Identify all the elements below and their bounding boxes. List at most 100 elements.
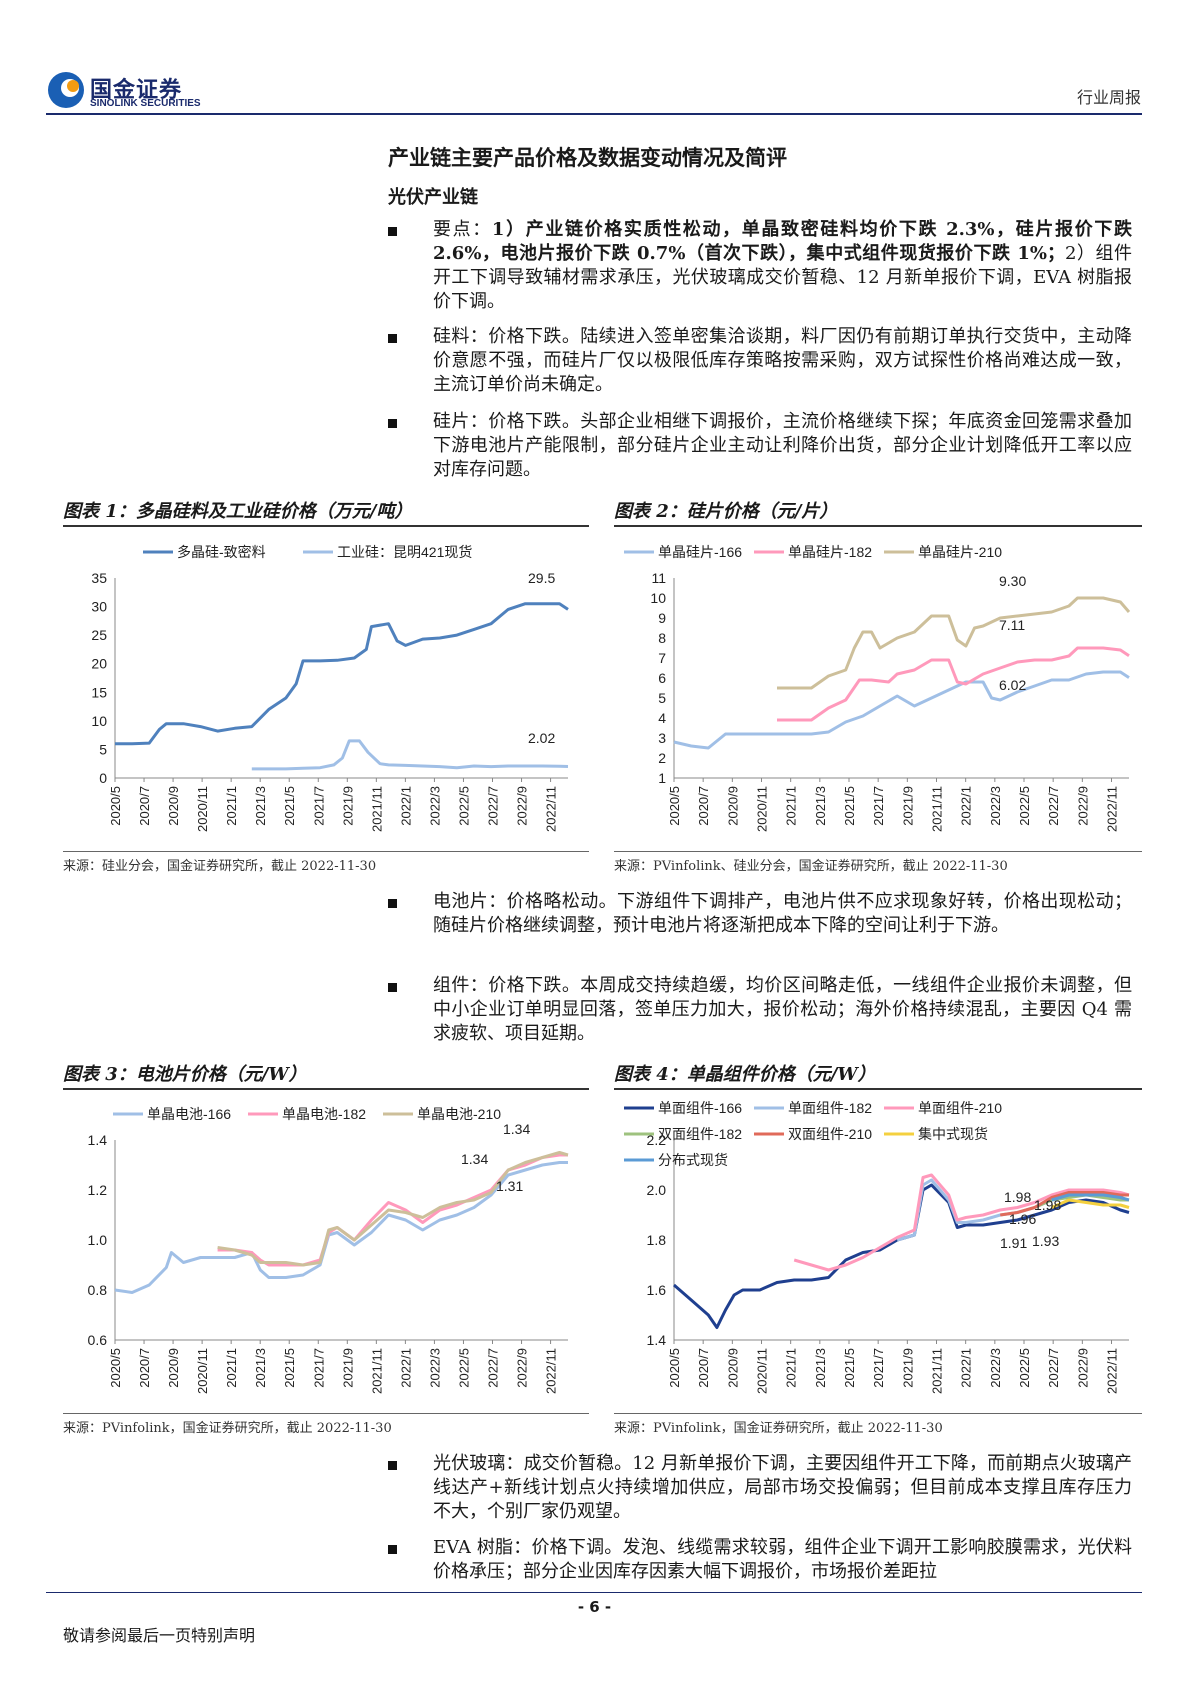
logo-text-en: SINOLINK SECURITIES — [90, 98, 201, 109]
x-tick-label: 2022/7 — [486, 786, 501, 826]
bullet-square-icon — [388, 899, 397, 908]
data-label: 1.34 — [503, 1121, 530, 1137]
footer-divider — [46, 1592, 1142, 1593]
figure-1-rule — [63, 525, 589, 527]
data-label: 1.96 — [1009, 1211, 1036, 1227]
legend-label: 多晶硅-致密料 — [177, 544, 266, 560]
x-tick-label: 2022/3 — [427, 1348, 442, 1388]
figure-1-foot-rule — [63, 851, 589, 852]
y-tick-label: 8 — [658, 630, 666, 646]
series-line — [1051, 1198, 1130, 1209]
bullet-text: EVA 树脂：价格下调。发泡、线缆需求较弱，组件企业下调开工影响胶膜需求，光伏料… — [433, 1537, 1132, 1582]
legend-label: 单面组件-182 — [788, 1100, 872, 1116]
x-tick-label: 2020/5 — [108, 786, 123, 826]
x-tick-label: 2022/11 — [1105, 1348, 1120, 1394]
x-tick-label: 2020/7 — [137, 1348, 152, 1388]
legend-label: 单晶硅片-210 — [918, 544, 1002, 560]
series-line — [777, 596, 1131, 690]
legend-label: 单晶电池-182 — [282, 1106, 366, 1122]
x-tick-label: 2020/9 — [166, 786, 181, 826]
bullet-bold-text: 1）产业链价格实质性松动，单晶致密硅料均价下跌 2.3%，硅片报价下跌 2.6%… — [433, 219, 1132, 264]
section-subtitle: 光伏产业链 — [388, 187, 478, 208]
figure-4-foot-rule — [614, 1413, 1142, 1414]
data-label: 9.30 — [999, 573, 1026, 589]
series-line — [1051, 1193, 1130, 1202]
x-tick-label: 2021/3 — [813, 786, 828, 826]
page-number: - 6 - — [577, 1598, 612, 1616]
x-tick-label: 2021/7 — [871, 1348, 886, 1388]
figure-4-title: 图表 4：单晶组件价格（元/W） — [614, 1064, 876, 1085]
bullet-text: 光伏玻璃：成交价暂稳。12 月新单报价下调，主要因组件开工下降，而前期点火玻璃产… — [433, 1453, 1132, 1522]
y-tick-label: 1.8 — [647, 1232, 667, 1248]
x-tick-label: 2022/9 — [1075, 786, 1090, 826]
x-tick-label: 2021/7 — [311, 786, 326, 826]
x-tick-label: 2021/7 — [871, 786, 886, 826]
x-tick-label: 2022/7 — [1046, 786, 1061, 826]
x-tick-label: 2021/1 — [224, 1348, 239, 1388]
bullet-text: 硅片：价格下跌。头部企业相继下调报价，主流价格继续下探；年底资金回笼需求叠加下游… — [433, 411, 1132, 480]
y-tick-label: 20 — [91, 656, 107, 672]
series-line — [115, 602, 569, 746]
x-tick-label: 2021/9 — [900, 1348, 915, 1388]
report-type-label: 行业周报 — [1076, 88, 1141, 107]
series-line — [251, 739, 569, 771]
x-tick-label: 2021/11 — [930, 786, 945, 832]
figure-1-source: 来源：硅业分会，国金证券研究所，截止 2022-11-30 — [63, 859, 377, 874]
x-tick-label: 2021/9 — [340, 1348, 355, 1388]
series-line — [777, 646, 1130, 722]
x-tick-label: 2021/5 — [282, 1348, 297, 1388]
y-tick-label: 25 — [91, 627, 107, 643]
y-tick-label: 10 — [91, 713, 107, 729]
bullet-square-icon — [388, 334, 397, 343]
y-tick-label: 30 — [91, 599, 107, 615]
y-tick-label: 15 — [91, 684, 107, 700]
data-label: 1.91 — [1000, 1235, 1027, 1251]
x-tick-label: 2022/3 — [988, 1348, 1003, 1388]
bullet-glass: 光伏玻璃：成交价暂稳。12 月新单报价下调，主要因组件开工下降，而前期点火玻璃产… — [388, 1452, 1132, 1524]
y-tick-label: 0.8 — [88, 1282, 108, 1298]
x-tick-label: 2021/5 — [282, 786, 297, 826]
figure-1-title: 图表 1：多晶硅料及工业硅价格（万元/吨） — [63, 501, 413, 522]
x-tick-label: 2020/5 — [667, 1348, 682, 1388]
data-label: 1.31 — [496, 1178, 523, 1194]
y-tick-label: 2.0 — [647, 1182, 667, 1198]
y-tick-label: 1 — [658, 770, 666, 786]
bullet-square-icon — [388, 1461, 397, 1470]
logo-mark-icon — [48, 72, 84, 108]
y-tick-label: 7 — [658, 650, 666, 666]
bullet-text: 组件：价格下跌。本周成交持续趋缓，均价区间略走低，一线组件企业报价未调整，但中小… — [433, 975, 1132, 1044]
x-tick-label: 2022/7 — [486, 1348, 501, 1388]
x-tick-label: 2020/9 — [725, 1348, 740, 1388]
figure-1-chart: 0 5 10 15 20 25 30 35 2020/5 2020/7 2020/9 2020/11 2… — [91, 544, 569, 832]
bullet-square-icon — [388, 983, 397, 992]
x-tick-label: 2021/1 — [784, 1348, 799, 1388]
bullet-prefix: 要点： — [433, 219, 492, 240]
series-line — [217, 1151, 569, 1267]
bullet-module: 组件：价格下跌。本周成交持续趋缓，均价区间略走低，一线组件企业报价未调整，但中小… — [388, 974, 1132, 1046]
y-tick-label: 5 — [99, 741, 107, 757]
y-tick-label: 9 — [658, 610, 666, 626]
x-tick-label: 2020/11 — [195, 1348, 210, 1394]
figure-2-foot-rule — [614, 851, 1142, 852]
figure-4-source: 来源：PVinfolink，国金证券研究所，截止 2022-11-30 — [614, 1421, 943, 1436]
x-tick-label: 2022/5 — [456, 786, 471, 826]
data-label: 1.93 — [1032, 1233, 1059, 1249]
y-tick-label: 2.2 — [647, 1132, 667, 1148]
x-tick-label: 2021/3 — [813, 1348, 828, 1388]
x-tick-label: 2022/5 — [456, 1348, 471, 1388]
x-tick-label: 2020/11 — [755, 1348, 770, 1394]
x-tick-label: 2022/3 — [427, 786, 442, 826]
series-line — [999, 1191, 1129, 1217]
y-tick-label: 1.0 — [88, 1232, 108, 1248]
bullet-text: 硅料：价格下跌。陆续进入签单密集洽谈期，料厂因仍有前期订单执行交货中，主动降价意… — [433, 326, 1132, 395]
x-tick-label: 2022/11 — [1105, 786, 1120, 832]
legend-label: 单面组件-210 — [918, 1100, 1002, 1116]
x-tick-label: 2022/1 — [959, 1348, 974, 1388]
legend-label: 集中式现货 — [918, 1126, 988, 1142]
y-tick-label: 0 — [99, 770, 107, 786]
header-divider — [46, 113, 1142, 115]
x-tick-label: 2020/7 — [696, 1348, 711, 1388]
legend-label: 单面组件-166 — [658, 1100, 742, 1116]
figure-2-rule — [614, 525, 1142, 527]
x-tick-label: 2022/5 — [1017, 786, 1032, 826]
